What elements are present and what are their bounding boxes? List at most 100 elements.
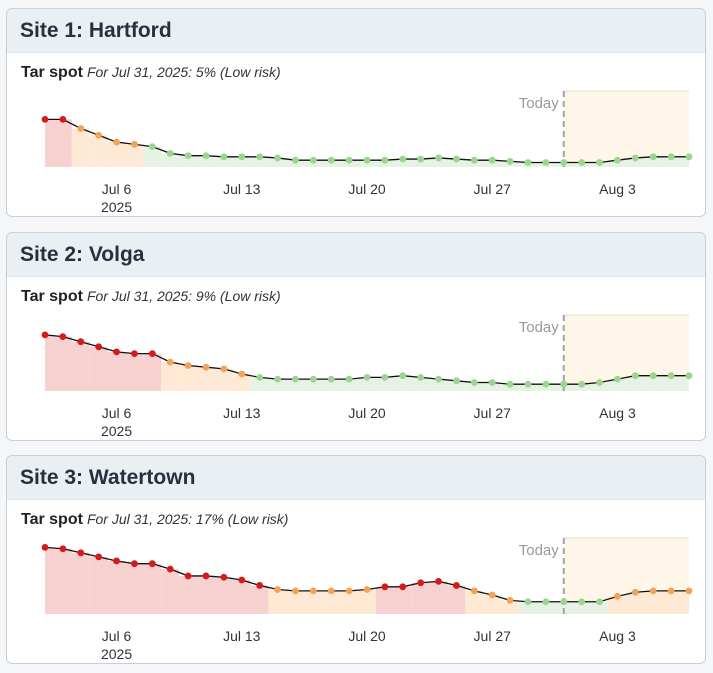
data-point (309, 375, 317, 383)
x-tick-year-label: 2025 (101, 199, 132, 215)
data-point (202, 152, 210, 160)
data-point (131, 560, 138, 568)
x-tick-label: Aug 3 (599, 405, 636, 421)
data-point (399, 155, 407, 163)
data-point (399, 583, 407, 591)
risk-area-band (358, 160, 376, 167)
data-point (59, 333, 67, 340)
site-title: Site 2: Volga (20, 242, 145, 266)
risk-area-band (680, 590, 689, 614)
risk-area-band (286, 160, 305, 167)
risk-area-band (250, 377, 269, 391)
risk-area-band (626, 592, 645, 614)
risk-area-band (536, 384, 555, 391)
x-tick-label: Aug 3 (599, 628, 636, 644)
risk-area-band (268, 589, 287, 614)
today-label: Today (519, 542, 560, 559)
data-point (166, 150, 174, 157)
risk-area-band (644, 590, 663, 614)
data-point (238, 576, 246, 584)
data-point (685, 153, 693, 161)
risk-area-band (107, 351, 126, 391)
risk-area-band (197, 367, 215, 391)
risk-area-band (197, 575, 215, 614)
risk-area-band (161, 569, 180, 614)
risk-area-band (71, 128, 90, 167)
risk-area-band (375, 160, 394, 167)
data-point (649, 372, 657, 380)
data-point (77, 125, 85, 132)
risk-area-band (519, 384, 537, 391)
risk-area-band (53, 336, 72, 391)
risk-summary: Tar spot For Jul 31, 2025: 5% (Low risk) (21, 64, 281, 82)
site-card-watertown: Site 3: Watertown Tar spot For Jul 31, 20… (6, 455, 706, 664)
risk-area-band (429, 581, 448, 614)
data-point (381, 374, 389, 381)
risk-area-band (161, 153, 180, 167)
risk-area-band (45, 547, 54, 614)
risk-area-band (626, 157, 645, 167)
data-point (363, 374, 371, 381)
risk-area-band (447, 380, 466, 391)
metric-label: Tar spot (21, 64, 83, 81)
risk-area-band (250, 585, 269, 614)
risk-area-band (554, 601, 573, 614)
data-point (667, 153, 675, 161)
risk-area-band (429, 379, 448, 391)
risk-area-band (286, 379, 305, 391)
data-point (113, 138, 120, 146)
risk-summary: Tar spot For Jul 31, 2025: 17% (Low risk) (21, 511, 288, 529)
risk-area-band (125, 353, 144, 391)
site-card-hartford: Site 1: Hartford Tar spot For Jul 31, 202… (6, 8, 706, 217)
data-point (399, 372, 407, 380)
risk-area-band (89, 346, 108, 391)
risk-area-band (465, 382, 484, 391)
data-point (417, 579, 425, 587)
today-label: Today (519, 95, 560, 112)
data-point (542, 598, 550, 606)
data-point (345, 375, 353, 383)
card-header: Site 3: Watertown (7, 456, 705, 500)
data-point (220, 153, 228, 161)
risk-area-band (125, 563, 144, 614)
risk-area-band (232, 374, 251, 391)
risk-area-band (45, 334, 54, 391)
x-tick-label: Jul 27 (474, 405, 512, 421)
data-point (470, 379, 478, 386)
risk-area-band (232, 156, 251, 167)
data-point (327, 375, 335, 383)
risk-area-band (179, 575, 198, 614)
risk-area-band (572, 384, 591, 391)
data-point (435, 375, 442, 383)
data-point (77, 338, 85, 346)
risk-area-band (143, 353, 162, 391)
data-point (685, 372, 693, 380)
risk-chart: Today Jul 6 2025 Jul 13 Jul 20 Jul 27 Aug 3 (41, 90, 693, 215)
metric-label: Tar spot (21, 288, 83, 305)
data-point (184, 152, 192, 160)
data-point (560, 159, 568, 166)
data-point (41, 543, 49, 551)
x-tick-label: Jul 6 (102, 405, 132, 421)
data-point (166, 565, 174, 573)
risk-area-band (143, 563, 162, 614)
risk-area-band (286, 590, 305, 614)
x-tick-label: Jul 20 (348, 405, 386, 421)
data-point (631, 372, 639, 380)
data-point (435, 577, 442, 585)
data-point (256, 374, 264, 381)
risk-area-band (501, 600, 520, 614)
data-point (202, 572, 210, 580)
risk-area-band (662, 590, 681, 614)
risk-area-band (304, 590, 323, 614)
data-point (435, 154, 442, 162)
data-point (524, 159, 532, 166)
data-point (363, 586, 371, 593)
risk-area-band (501, 384, 520, 391)
risk-info: For Jul 31, 2025: 9% (Low risk) (86, 288, 281, 304)
site-title: Site 3: Watertown (20, 465, 196, 489)
data-point (309, 587, 317, 595)
data-point (77, 549, 85, 557)
risk-area-band (107, 142, 126, 167)
risk-area-band (411, 582, 430, 614)
